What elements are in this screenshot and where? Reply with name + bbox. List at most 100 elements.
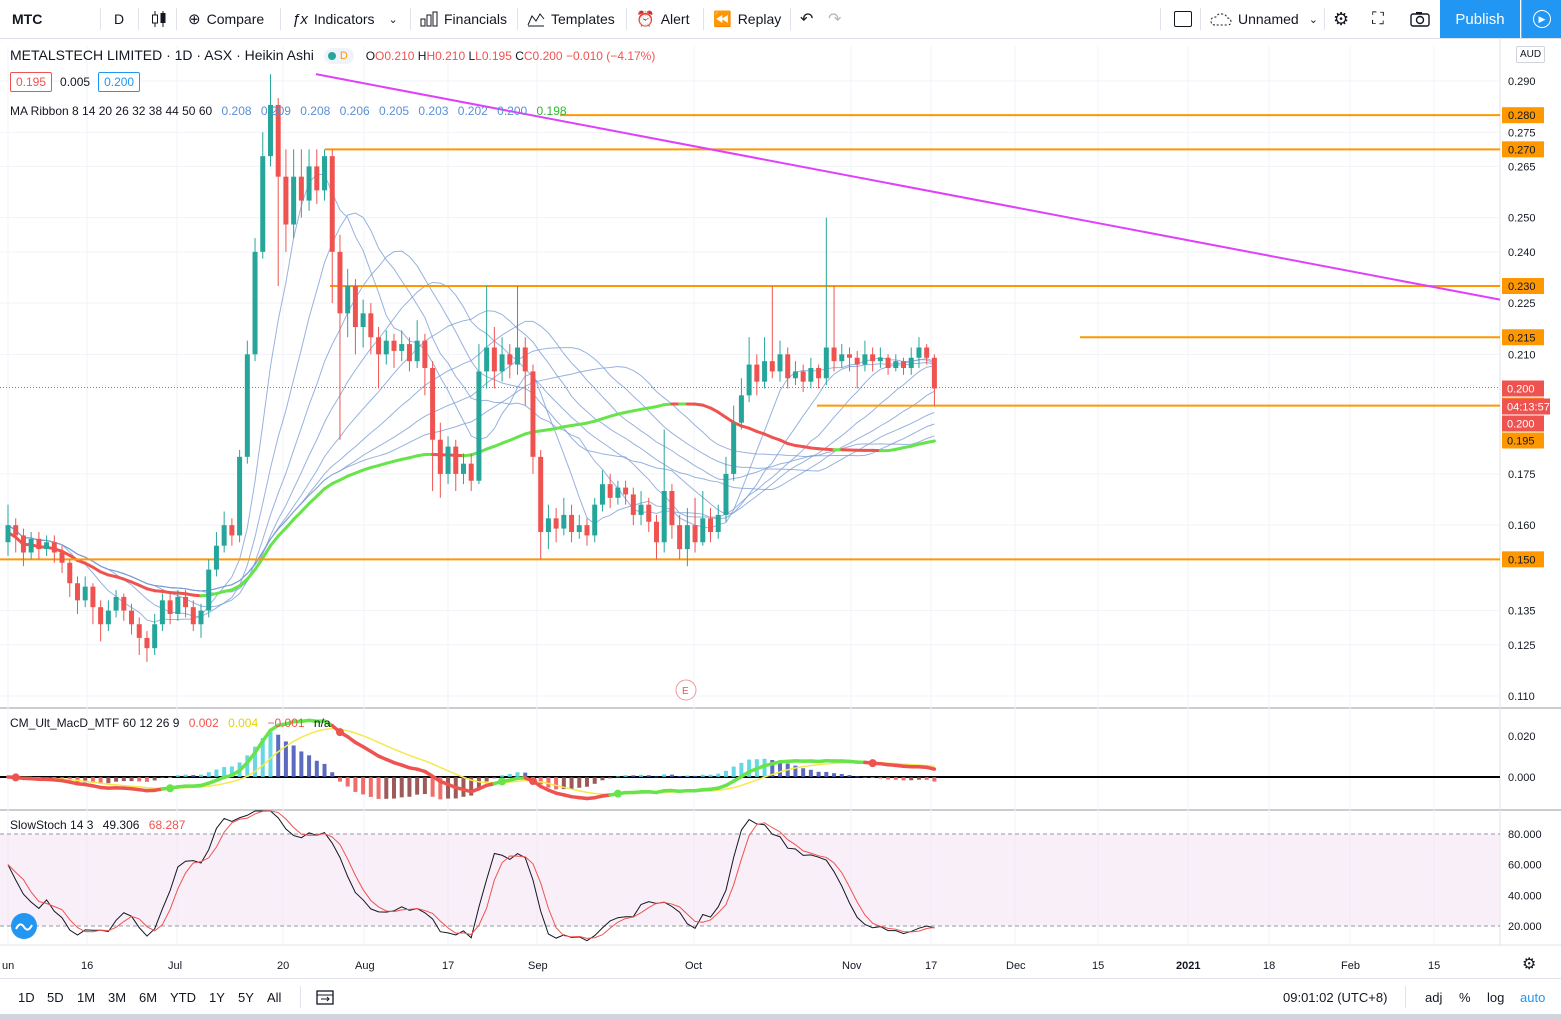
macd-histogram-bar	[585, 777, 589, 787]
candle-body	[159, 600, 165, 625]
settings-button[interactable]: ⚙	[1333, 0, 1349, 38]
log-toggle[interactable]: log	[1487, 989, 1505, 1005]
macd-line-segment	[924, 765, 937, 771]
candle-body	[28, 538, 34, 553]
candles-icon	[152, 11, 166, 27]
chart-area[interactable]: 0.290 0.275 0.265 0.250 0.240 0.225 0.210 0.175…	[0, 39, 1561, 978]
time-axis-label: Jul	[168, 960, 182, 972]
buy-price-box[interactable]: 0.200	[98, 72, 141, 92]
candle-body	[777, 354, 783, 372]
undo-icon: ↶	[800, 11, 814, 28]
level-price-tag	[1502, 141, 1544, 158]
macd-legend[interactable]: CM_Ult_MacD_MTF 60 12 26 9 0.002 0.004 −…	[10, 716, 331, 730]
macd-histogram-bar	[90, 777, 95, 783]
rewind-icon: ⏪	[713, 11, 732, 28]
open-value: O0.210	[375, 49, 415, 63]
undo-button[interactable]: ↶	[800, 0, 813, 38]
macd-histogram-bar	[422, 777, 427, 795]
range-ytd[interactable]: YTD	[170, 989, 196, 1005]
ma-value: 0.202	[457, 104, 488, 118]
adj-toggle[interactable]: adj	[1425, 989, 1443, 1005]
ma-60-segment	[299, 501, 311, 514]
macd-histogram-bar	[592, 777, 597, 784]
publish-button[interactable]: Publish	[1440, 0, 1520, 38]
candle-body	[823, 347, 829, 379]
macd-histogram-bar	[175, 775, 180, 777]
macd-histogram-bar	[83, 777, 88, 783]
range-5y[interactable]: 5Y	[238, 989, 254, 1005]
time-axis-label: Aug	[355, 960, 375, 972]
financials-label: Financials	[444, 11, 508, 27]
candle-body	[460, 463, 466, 474]
layout-menu[interactable]: Unnamed ⌄	[1210, 0, 1318, 38]
range-3m[interactable]: 3M	[108, 989, 127, 1005]
range-5d[interactable]: 5D	[47, 989, 64, 1005]
templates-button[interactable]: Templates	[527, 0, 615, 38]
chevron-down-icon: ⌄	[388, 13, 398, 26]
compare-button[interactable]: ⊕ Compare	[188, 0, 264, 38]
sell-price-box[interactable]: 0.195	[10, 72, 53, 92]
macd-histogram-bar	[276, 734, 281, 777]
macd-histogram-bar	[693, 775, 698, 777]
ma-60-segment	[276, 526, 288, 538]
macd-histogram-bar	[183, 774, 188, 777]
macd-histogram-bar	[206, 772, 211, 777]
candle-body	[44, 542, 50, 550]
stoch-legend[interactable]: SlowStoch 14 3 49.306 68.287	[10, 818, 185, 832]
candle-body	[59, 552, 65, 563]
goto-date-button[interactable]	[316, 979, 334, 1015]
macd-histogram-bar	[932, 777, 937, 782]
ma-60-segment	[716, 410, 728, 419]
candle-body	[298, 176, 304, 201]
auto-toggle[interactable]: auto	[1520, 989, 1546, 1005]
ma-value: 0.203	[418, 104, 449, 118]
macd-histogram-bar	[368, 777, 373, 797]
candle-body	[36, 538, 42, 550]
candle-body	[453, 446, 459, 474]
chart-type-button[interactable]	[151, 0, 167, 38]
candle-body	[870, 354, 876, 362]
percent-toggle[interactable]: %	[1459, 989, 1471, 1005]
redo-button[interactable]: ↷	[828, 0, 841, 38]
fullscreen-button[interactable]: ⛶	[1372, 0, 1384, 38]
snapshot-button[interactable]	[1410, 0, 1430, 38]
replay-button[interactable]: ⏪ Replay	[713, 0, 781, 38]
candle-body	[816, 368, 822, 379]
compare-label: Compare	[206, 11, 265, 27]
macd-histogram-bar	[538, 777, 543, 785]
range-all[interactable]: All	[267, 989, 282, 1005]
range-1m[interactable]: 1M	[77, 989, 96, 1005]
publish-menu-button[interactable]: ▶	[1521, 0, 1561, 38]
symbol-search[interactable]: MTC	[12, 0, 42, 38]
ma-60-segment	[315, 487, 327, 498]
financials-button[interactable]: Financials	[420, 0, 507, 38]
stoch-d-line	[7, 810, 935, 939]
close-value: C0.200	[523, 49, 563, 63]
indicators-button[interactable]: ƒx Indicators ⌄	[292, 0, 398, 38]
ma-ribbon-legend[interactable]: MA Ribbon 8 14 20 26 32 38 44 50 60 0.20…	[10, 104, 567, 118]
alert-button[interactable]: ⏰ Alert	[636, 0, 689, 38]
candle-body	[885, 357, 891, 368]
interval-button[interactable]: D	[114, 0, 124, 38]
candle-body	[13, 525, 19, 536]
candle-body	[175, 596, 181, 614]
fullscreen-toggle[interactable]	[1174, 0, 1192, 38]
macd-histogram-bar	[816, 771, 821, 777]
ma-ribbon-line	[7, 310, 935, 592]
stoch-tick-label: 20.000	[1508, 921, 1542, 933]
candle-body	[422, 340, 428, 368]
candle-body	[229, 525, 235, 536]
camera-icon	[1410, 12, 1430, 27]
candle-body	[522, 347, 528, 372]
range-6m[interactable]: 6M	[139, 989, 158, 1005]
ma-60-segment	[268, 534, 280, 548]
candle-body	[445, 446, 451, 474]
candle-body	[267, 104, 273, 157]
price-tick-label: 0.275	[1508, 127, 1536, 139]
macd-histogram-bar	[353, 777, 358, 792]
macd-histogram-bar	[546, 777, 551, 788]
range-1d[interactable]: 1D	[18, 989, 35, 1005]
clock[interactable]: 09:01:02 (UTC+8)	[1283, 989, 1388, 1005]
currency-badge[interactable]: AUD	[1516, 46, 1546, 63]
range-1y[interactable]: 1Y	[209, 989, 225, 1005]
